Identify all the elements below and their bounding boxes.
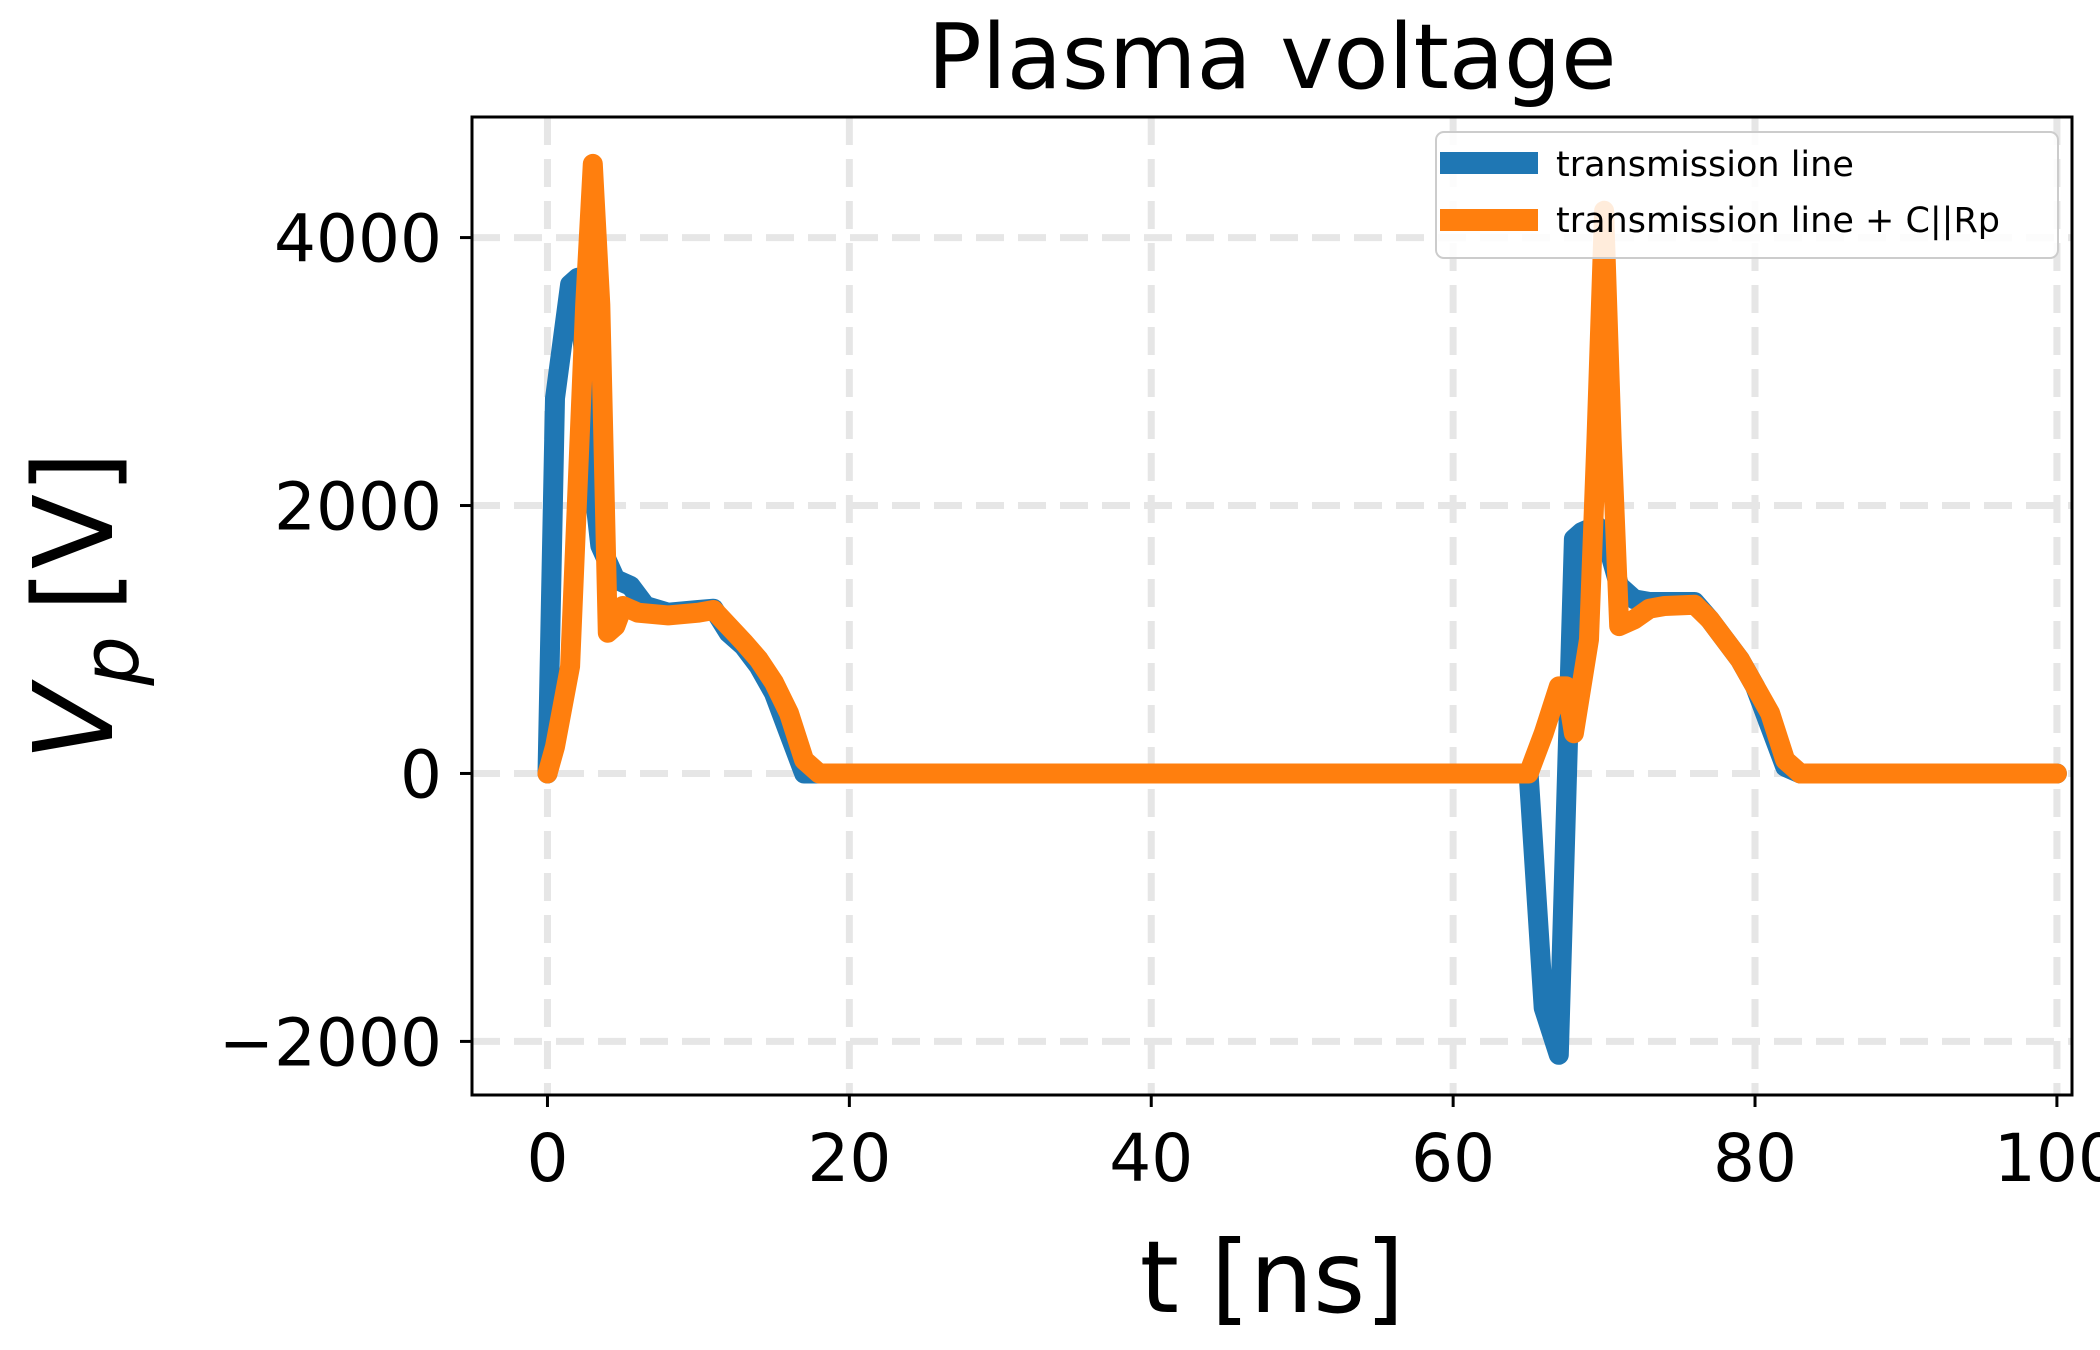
y-axis-label-unit: [V] <box>10 451 138 612</box>
x-tick-label: 40 <box>1109 1120 1193 1197</box>
axes-frame <box>470 115 2074 1097</box>
legend-box <box>1435 131 2059 259</box>
chart-title: Plasma voltage <box>927 5 1616 110</box>
y-axis-label-subscript: p <box>67 636 157 687</box>
legend: transmission line transmission line + C|… <box>1435 131 2059 259</box>
y-tick-label: 2000 <box>274 469 442 546</box>
series-line-transmission-line-c-rp <box>537 153 2067 784</box>
x-tick-label: 20 <box>807 1120 891 1197</box>
y-tick-label: 0 <box>400 736 442 813</box>
axis-ticks: 0 20 40 60 80 100 −2000 0 2000 4000 <box>219 201 2100 1197</box>
x-tick-label: 80 <box>1713 1120 1797 1197</box>
x-tick-label: 60 <box>1411 1120 1495 1197</box>
y-axis-label-symbol: V <box>10 679 138 761</box>
legend-label-transmission-line-c-rp: transmission line + C||Rp <box>1556 201 2000 241</box>
legend-label-transmission-line: transmission line <box>1556 145 1854 185</box>
y-tick-label: −2000 <box>219 1004 442 1081</box>
x-axis-label: t [ns] <box>1140 1219 1405 1336</box>
y-axis-label: Vp [V] <box>10 451 157 761</box>
x-tick-label: 0 <box>526 1120 568 1197</box>
y-tick-label: 4000 <box>274 201 442 278</box>
x-tick-label: 100 <box>1994 1120 2100 1197</box>
series-lines <box>537 153 2067 1065</box>
